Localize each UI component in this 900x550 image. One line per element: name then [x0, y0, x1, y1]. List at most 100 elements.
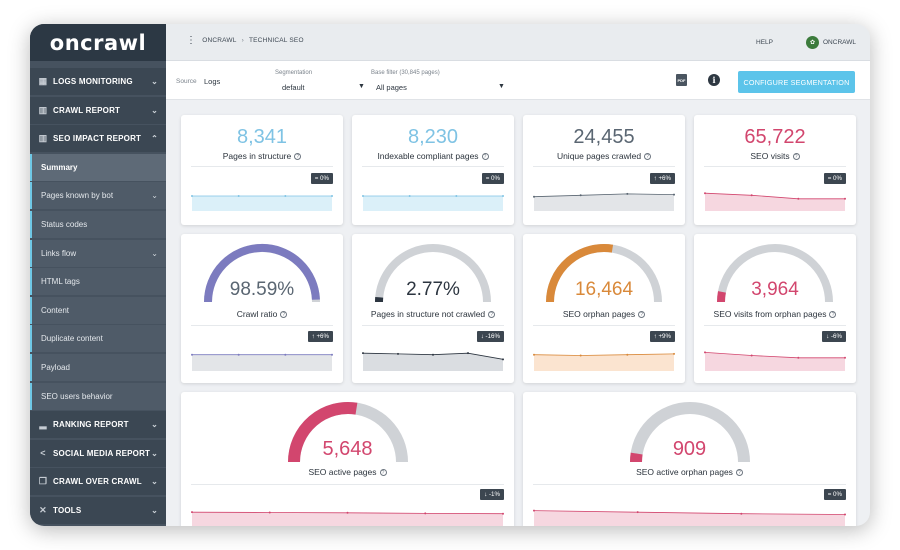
sidebar-item-pages-known-by-bot[interactable]: Pages known by bot ⌄: [30, 182, 166, 210]
sidebar-item-payload[interactable]: Payload: [30, 354, 166, 381]
sparkline-point: [750, 194, 753, 197]
sparkline-point: [191, 353, 193, 356]
configure-segmentation-button[interactable]: CONFIGURE SEGMENTATION: [738, 71, 855, 93]
metric-label: SEO orphan pages?: [523, 309, 685, 319]
metric-label: Pages in structure not crawled?: [352, 309, 514, 319]
gauge-value-arc: [629, 452, 643, 463]
metric-label: SEO visits from orphan pages?: [694, 309, 856, 319]
sidebar-item-social-media-report[interactable]: < SOCIAL MEDIA REPORT ⌄: [30, 439, 166, 467]
sidebar-item-seo-impact-report[interactable]: ▥ SEO IMPACT REPORT ⌃: [30, 125, 166, 153]
active-accent: [30, 268, 32, 296]
metric-label-text: SEO orphan pages: [562, 309, 636, 319]
help-question-icon[interactable]: ?: [829, 311, 837, 319]
help-question-icon[interactable]: ?: [644, 153, 652, 161]
caret-down-icon[interactable]: ▼: [498, 83, 505, 90]
help-question-icon[interactable]: ?: [294, 153, 302, 161]
trend-badge: = 0%: [481, 173, 504, 184]
help-question-icon[interactable]: ?: [735, 469, 743, 477]
sidebar-item-ranking-report[interactable]: ▂ RANKING REPORT ⌄: [30, 411, 166, 439]
help-link[interactable]: HELP: [756, 39, 773, 46]
chevron-down-icon[interactable]: ⌄: [151, 506, 158, 515]
chevron-down-icon[interactable]: ⌄: [151, 191, 158, 201]
help-question-icon[interactable]: ?: [481, 153, 489, 161]
sparkline-area: [363, 196, 503, 211]
kpi-value: 8,230: [407, 126, 459, 148]
active-accent: [30, 354, 32, 381]
sparkline-area: [192, 354, 332, 371]
active-accent: [30, 182, 32, 210]
chevron-down-icon[interactable]: ⌄: [151, 420, 158, 430]
gauge-chart: [629, 402, 750, 463]
gauge-card-seo-orphan-pages[interactable]: 16,464 SEO orphan pages? ↑ +9%: [523, 234, 685, 383]
source-value[interactable]: Logs: [204, 77, 221, 86]
pdf-export-icon[interactable]: PDF: [676, 74, 687, 86]
gauge-card-crawl-ratio[interactable]: 98.59% Crawl ratio? ↑ +6%: [181, 234, 343, 383]
more-vertical-icon[interactable]: ⋮: [186, 34, 197, 46]
sparkline-point: [191, 511, 193, 514]
sparkline-point: [579, 194, 582, 197]
chevron-down-icon[interactable]: ⌄: [151, 477, 158, 487]
sidebar-item-logs-monitoring[interactable]: ▦ LOGS MONITORING ⌄: [30, 68, 166, 95]
gauge-card-pages-in-structure-not-crawled[interactable]: 2.77% Pages in structure not crawled? ↓ -1…: [352, 234, 514, 383]
sidebar-item-crawl-over-crawl[interactable]: ❐ CRAWL OVER CRAWL ⌄: [30, 468, 166, 496]
sidebar-item-label: Duplicate content: [41, 334, 103, 344]
active-accent: [30, 239, 32, 267]
chevron-down-icon[interactable]: ⌄: [151, 248, 158, 258]
sidebar-item-content[interactable]: Content: [30, 296, 166, 324]
metric-label: Indexable compliant pages?: [352, 151, 514, 161]
sidebar-item-status-codes[interactable]: Status codes: [30, 211, 166, 238]
help-question-icon[interactable]: ?: [792, 153, 800, 161]
avatar: ✿: [806, 36, 819, 49]
sidebar-item-html-tags[interactable]: HTML tags: [30, 268, 166, 296]
breadcrumb-current[interactable]: TECHNICAL SEO: [248, 37, 304, 44]
sparkline-point: [362, 195, 364, 197]
sidebar-item-tools[interactable]: ✕ TOOLS ⌄: [30, 497, 166, 524]
kpi-card-indexable-compliant-pages[interactable]: 8,230 Indexable compliant pages? = 0%: [352, 115, 514, 225]
sidebar-item-crawl-report[interactable]: ▥ CRAWL REPORT ⌄: [30, 96, 166, 124]
sidebar-item-links-flow[interactable]: Links flow ⌄: [30, 239, 166, 267]
help-question-icon[interactable]: ?: [638, 311, 646, 319]
gauge-value: 3,964: [751, 279, 799, 300]
sparkline-point: [455, 195, 458, 197]
help-question-icon[interactable]: ?: [488, 311, 496, 319]
gauge-card-seo-visits-from-orphan-pages[interactable]: 3,964 SEO visits from orphan pages? ↓ -6%: [694, 234, 856, 383]
metric-label-text: Unique pages crawled: [556, 151, 642, 161]
divider: [533, 166, 675, 167]
chevron-down-icon[interactable]: ⌄: [151, 77, 158, 86]
info-icon[interactable]: i: [708, 74, 720, 86]
caret-down-icon[interactable]: ▼: [358, 83, 365, 90]
sidebar-item-seo-users-behavior[interactable]: SEO users behavior: [30, 382, 166, 410]
user-menu[interactable]: ✿ ONCRAWL: [806, 36, 856, 49]
trend-sparkline: [191, 195, 333, 211]
sparkline-point: [331, 353, 333, 356]
sparkline-point: [673, 352, 675, 355]
chevron-up-icon[interactable]: ⌃: [151, 134, 158, 144]
filter-bar: Source Logs Segmentation default ▼ Base …: [166, 61, 870, 100]
kpi-card-seo-visits[interactable]: 65,722 SEO visits? = 0%: [694, 115, 856, 225]
sparkline-point: [626, 192, 629, 195]
kpi-card-pages-in-structure[interactable]: 8,341 Pages in structure? = 0%: [181, 115, 343, 225]
breadcrumb-root[interactable]: ONCRAWL: [202, 37, 237, 44]
gauge-card-seo-active-pages[interactable]: 5,648 SEO active pages? ↓ -1%: [181, 392, 514, 526]
gauge-card-seo-active-orphan-pages[interactable]: 909 SEO active orphan pages? = 0%: [523, 392, 856, 526]
sidebar-item-summary[interactable]: Summary: [30, 153, 166, 181]
sparkline-point: [284, 195, 287, 197]
chevron-down-icon[interactable]: ⌄: [151, 105, 158, 115]
kpi-card-unique-pages-crawled[interactable]: 24,455 Unique pages crawled? ↑ +6%: [523, 115, 685, 225]
divider: [191, 166, 333, 167]
chevron-down-icon[interactable]: ⌄: [151, 448, 158, 458]
sidebar-item-duplicate-content[interactable]: Duplicate content: [30, 325, 166, 353]
metric-label: SEO active pages?: [181, 467, 514, 477]
oncrawl-logo[interactable]: oncrawl: [30, 24, 166, 61]
sparkline-point: [237, 195, 240, 197]
sidebar-item-label: Status codes: [41, 220, 88, 229]
sparkline-point: [704, 192, 706, 195]
metric-label-text: Pages in structure: [222, 151, 292, 161]
help-question-icon[interactable]: ?: [379, 469, 387, 477]
help-question-icon[interactable]: ?: [280, 311, 288, 319]
base-filter-select[interactable]: All pages: [376, 83, 407, 92]
sparkline-point: [533, 353, 535, 356]
metric-label: Unique pages crawled?: [523, 151, 685, 161]
segmentation-select[interactable]: default: [282, 83, 305, 92]
trend-badge: ↑ +6%: [307, 331, 333, 342]
